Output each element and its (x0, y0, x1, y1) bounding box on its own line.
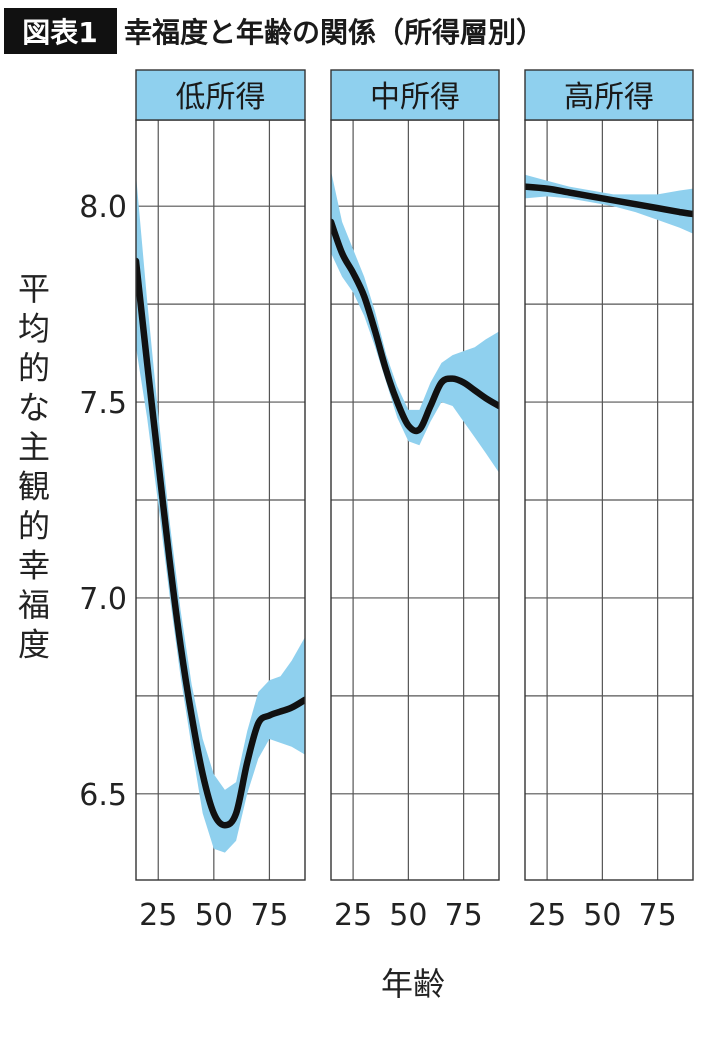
strip-label: 中所得 (370, 80, 460, 115)
series-line (331, 218, 499, 435)
x-tick-label: 75 (250, 898, 288, 933)
series-line (525, 183, 693, 218)
x-tick-label: 25 (334, 898, 372, 933)
strip-background (135, 69, 306, 121)
panel-2: 中所得 25 50 75 (330, 69, 500, 933)
y-tick-label: 8.0 (79, 190, 127, 225)
panels: 低所得 25 50 75 中所得 25 50 75 高所得 25 50 75 (135, 69, 694, 933)
panel-1: 低所得 25 50 75 (135, 69, 306, 933)
x-tick-label: 75 (639, 898, 677, 933)
strip-background (524, 69, 694, 121)
header-tag: 図表1 (22, 16, 97, 49)
chart-title: 幸福度と年齢の関係（所得層別） (124, 16, 544, 49)
y-tick-label: 6.5 (79, 778, 127, 813)
x-tick-label: 50 (195, 898, 233, 933)
header-tag-background (4, 8, 117, 54)
y-tick-labels: 6.5 7.0 7.5 8.0 (79, 190, 127, 813)
x-axis-title: 年齢 (381, 965, 445, 1003)
panel-3: 高所得 25 50 75 (524, 69, 694, 933)
x-tick-label: 25 (139, 898, 177, 933)
x-tick-label: 75 (445, 898, 483, 933)
y-tick-label: 7.0 (79, 582, 127, 617)
series-line (136, 257, 305, 829)
strip-label: 低所得 (176, 80, 266, 115)
y-tick-label: 7.5 (79, 386, 127, 421)
x-tick-label: 25 (528, 898, 566, 933)
strip-label: 高所得 (564, 80, 654, 115)
x-tick-label: 50 (583, 898, 621, 933)
confidence-band (331, 170, 499, 473)
y-axis-title: 平均的な主観的幸福度 (18, 270, 50, 664)
strip-background (330, 69, 500, 121)
x-tick-label: 50 (389, 898, 427, 933)
